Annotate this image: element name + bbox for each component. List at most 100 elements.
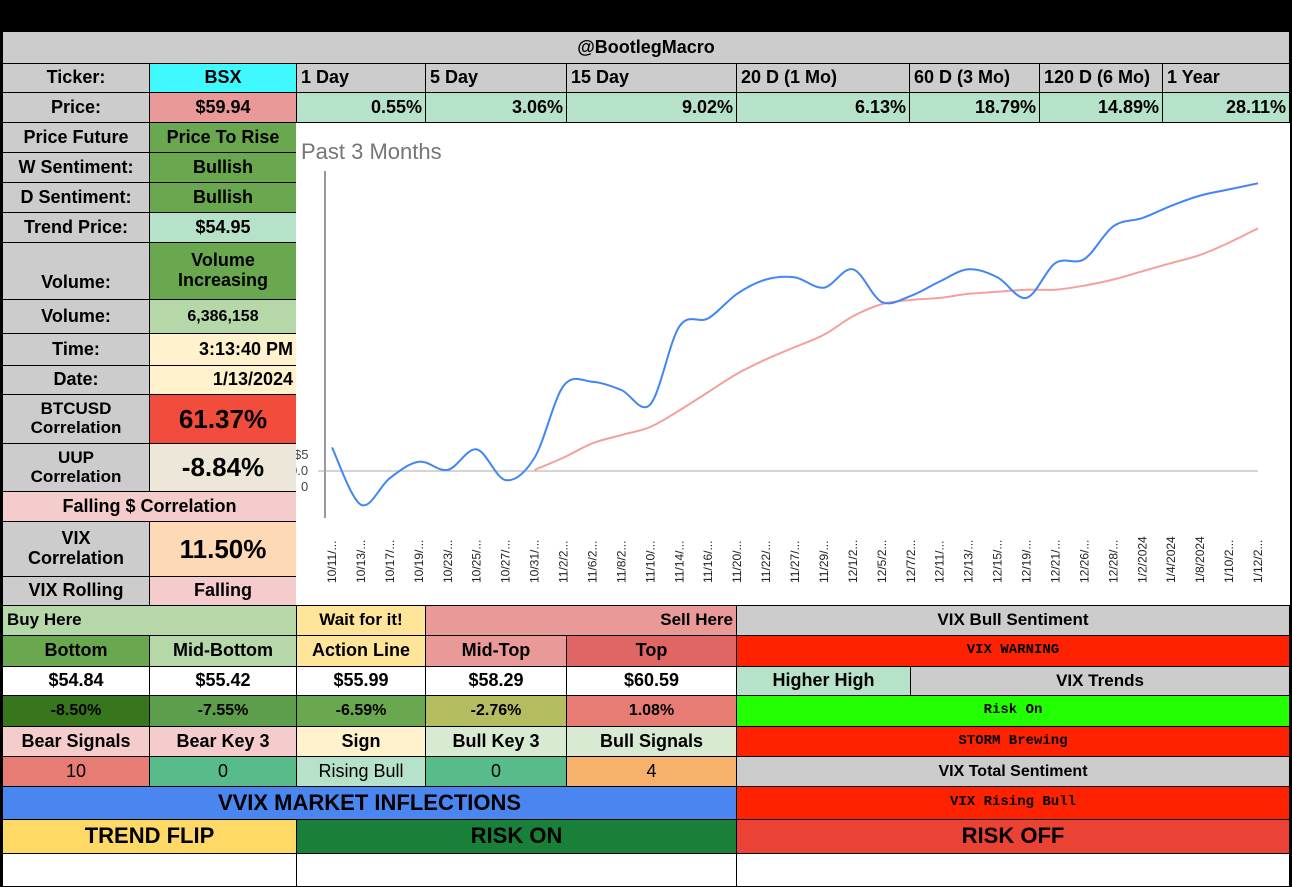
chart-x-tick-label: 1/12/2... (1251, 540, 1265, 583)
period-label-1y: 1 Year (1162, 63, 1290, 93)
price-label: Price: (2, 92, 150, 123)
chart-x-tick-label: 1/10/2... (1222, 540, 1236, 583)
chart-x-tick-label: 11/2/2... (557, 541, 571, 583)
d-sentiment-label: D Sentiment: (2, 182, 150, 213)
price-future-label: Price Future (2, 122, 150, 153)
level-pct-mid-bottom: -7.55% (149, 695, 297, 727)
signal-value-bull-signals: 4 (566, 756, 737, 787)
btc-label-line2: Correlation (30, 418, 122, 437)
header-handle: @BootlegMacro (2, 31, 1290, 64)
buy-here: Buy Here (2, 605, 297, 636)
level-header-mid-top: Mid-Top (425, 635, 567, 667)
signal-value-bull-key-3: 0 (425, 756, 567, 787)
chart-x-tick-label: 12/5/2... (875, 540, 889, 583)
level-price-top: $60.59 (566, 666, 737, 696)
level-header-bottom: Bottom (2, 635, 150, 667)
chart-x-tick-label: 12/13/... (962, 540, 976, 583)
inflection-risk-off-value (736, 853, 1290, 887)
period-value-5d: 3.06% (425, 92, 567, 123)
period-value-20d: 6.13% (736, 92, 910, 123)
uup-correlation-label: UUP Correlation (2, 443, 150, 492)
signal-header-bear-signals: Bear Signals (2, 726, 150, 757)
vix-total-sentiment-title: VIX Total Sentiment (736, 756, 1290, 787)
chart-x-tick-label: 10/27/... (499, 540, 513, 583)
btc-correlation-label: BTCUSD Correlation (2, 394, 150, 444)
trend-price-label: Trend Price: (2, 212, 150, 243)
w-sentiment-value: Bullish (149, 152, 297, 183)
chart-x-tick-label: 1/4/2024 (1164, 536, 1178, 583)
chart-y-tick-2: 0.0 (296, 463, 308, 478)
vix-trends: VIX Trends (910, 666, 1290, 696)
level-price-bottom: $54.84 (2, 666, 150, 696)
period-label-5d: 5 Day (425, 63, 567, 93)
chart-x-tick-label: 10/31/... (528, 540, 542, 583)
chart-x-tick-label: 10/23/... (441, 540, 455, 583)
chart-x-tick-label: 10/11/... (325, 541, 339, 583)
inflection-trend-flip: TREND FLIP (2, 819, 297, 854)
chart-x-tick-label: 10/17/... (383, 540, 397, 583)
inflection-risk-off: RISK OFF (736, 819, 1290, 854)
level-pct-action-line: -6.59% (296, 695, 426, 727)
period-label-20d: 20 D (1 Mo) (736, 63, 910, 93)
chart-x-tick-label: 11/6/2... (585, 541, 599, 583)
level-header-action-line: Action Line (296, 635, 426, 667)
price-chart-svg: Past 3 Months $5 0.0 0 10/11/... 10/13/..… (296, 139, 1265, 583)
level-header-mid-bottom: Mid-Bottom (149, 635, 297, 667)
vix-correlation-label: VIX Correlation (2, 521, 150, 577)
chart-x-tick-label: 12/11/... (933, 541, 947, 583)
chart-x-tick-label: 12/28/... (1106, 540, 1120, 583)
chart-x-labels: 10/11/... 10/13/... 10/17/... 10/19/... 10/2… (325, 536, 1265, 583)
chart-series (331, 182, 1259, 507)
price-future-value: Price To Rise (149, 122, 297, 153)
uup-correlation-value: -8.84% (149, 443, 297, 492)
vix-corr-label-line1: VIX (61, 528, 91, 549)
period-value-15d: 9.02% (566, 92, 737, 123)
chart-x-tick-label: 12/26/... (1077, 540, 1091, 583)
period-label-1d: 1 Day (296, 63, 426, 93)
price-value: $59.94 (149, 92, 297, 123)
volume-trend-line2: Increasing (177, 270, 269, 290)
falling-dollar-correlation: Falling $ Correlation (2, 491, 297, 522)
level-price-mid-top: $58.29 (425, 666, 567, 696)
volume-trend-label: Volume: (2, 242, 150, 300)
period-value-60d: 18.79% (909, 92, 1040, 123)
signal-value-bear-key-3: 0 (149, 756, 297, 787)
volume-label: Volume: (2, 299, 150, 334)
period-value-120d: 14.89% (1039, 92, 1163, 123)
chart-x-tick-label: 11/8/2... (614, 541, 628, 583)
date-label: Date: (2, 365, 150, 395)
level-header-top: Top (566, 635, 737, 667)
level-price-action-line: $55.99 (296, 666, 426, 696)
inflection-trend-flip-value (2, 853, 297, 887)
chart-x-tick-label: 11/10/... (643, 541, 657, 583)
top-bar (0, 0, 1292, 30)
chart-x-tick-label: 12/19/... (1020, 540, 1034, 583)
chart-y-tick-3: 0 (301, 479, 308, 494)
chart-x-tick-label: 12/15/... (991, 540, 1005, 583)
chart-x-tick-label: 12/21/... (1048, 540, 1062, 583)
vix-rolling-value: Falling (149, 576, 297, 606)
chart-x-tick-label: 11/20/... (730, 541, 744, 583)
signal-value-sign: Rising Bull (296, 756, 426, 787)
level-price-mid-bottom: $55.42 (149, 666, 297, 696)
period-label-120d: 120 D (6 Mo) (1039, 63, 1163, 93)
vix-warning: VIX WARNING (736, 635, 1290, 667)
trend-price-value: $54.95 (149, 212, 297, 243)
w-sentiment-label: W Sentiment: (2, 152, 150, 183)
chart-x-tick-label: 11/14/... (672, 541, 686, 583)
time-value: 3:13:40 PM (149, 333, 297, 366)
inflection-risk-on-value (296, 853, 737, 887)
btc-correlation-value: 61.37% (149, 394, 297, 444)
vix-corr-label-line2: Correlation (27, 548, 124, 568)
vix-higher-high: Higher High (736, 666, 911, 696)
period-value-1d: 0.55% (296, 92, 426, 123)
signal-header-bear-key-3: Bear Key 3 (149, 726, 297, 757)
chart-x-tick-label: 1/8/2024 (1193, 536, 1207, 583)
vix-storm-brewing: STORM Brewing (736, 726, 1290, 757)
chart-x-tick-label: 12/1/2... (846, 540, 860, 583)
vix-correlation-value: 11.50% (149, 521, 297, 577)
btc-label-line1: BTCUSD (40, 399, 112, 419)
volume-trend-line1: Volume (191, 250, 255, 271)
chart-x-tick-label: 10/25/... (470, 540, 484, 583)
signal-header-bull-signals: Bull Signals (566, 726, 737, 757)
